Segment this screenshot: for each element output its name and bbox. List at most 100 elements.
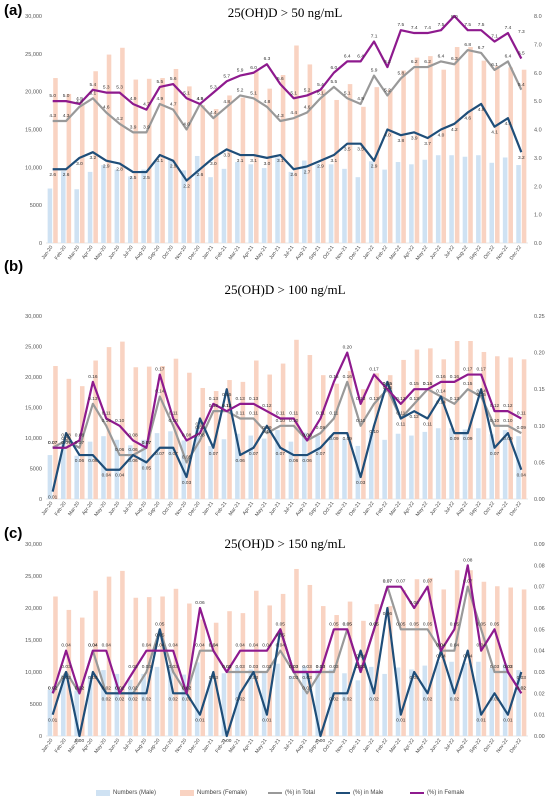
bar-female xyxy=(521,359,527,499)
bar-female xyxy=(53,78,58,244)
data-label-total: 0.12 xyxy=(222,403,232,409)
data-label-total: 0.05 xyxy=(343,621,353,627)
data-label-total: 0.06 xyxy=(115,447,125,453)
data-label-female: 7.5 xyxy=(438,22,445,28)
data-label-male: 0.00 xyxy=(75,738,85,744)
data-label-female: 0.20 xyxy=(343,345,353,351)
x-tick-label: Dec-20 xyxy=(187,738,201,755)
x-tick-label: Jun-21 xyxy=(268,738,282,754)
data-label-female: 8.0 xyxy=(451,14,458,20)
x-tick-label: Sep-21 xyxy=(308,501,322,518)
data-label-female: 7.4 xyxy=(505,25,512,31)
data-label-female: 0.06 xyxy=(195,600,205,606)
data-label-total: 0.03 xyxy=(61,664,71,670)
bar-male xyxy=(154,433,160,499)
data-label-male: 0.14 xyxy=(436,400,446,406)
data-label-female: 5.2 xyxy=(304,87,311,93)
x-tick-label: Nov-20 xyxy=(174,245,188,262)
data-label-male: 3.1 xyxy=(156,158,163,164)
data-label-male: 3.5 xyxy=(357,147,364,153)
data-label-male: 0.10 xyxy=(369,429,379,435)
data-label-male: 0.11 xyxy=(396,421,405,427)
data-label-male: 0.04 xyxy=(115,473,125,479)
data-label-male: 0.05 xyxy=(155,632,165,638)
data-label-male: 0.11 xyxy=(423,421,432,427)
data-label-male: 0.07 xyxy=(169,451,179,457)
data-label-female: 0.11 xyxy=(169,410,178,416)
data-label-total: 0.04 xyxy=(88,643,98,649)
bar-female xyxy=(361,106,366,243)
data-label-female: 0.08 xyxy=(463,557,473,563)
data-label-total: 6.3 xyxy=(451,56,458,62)
data-label-female: 5.1 xyxy=(290,90,297,96)
data-label-female: 0.11 xyxy=(517,410,526,416)
x-tick-label: Dec-21 xyxy=(348,738,362,755)
data-label-total: 0.02 xyxy=(517,685,527,691)
legend-item: (%) in Male xyxy=(336,790,383,796)
data-label-female: 0.02 xyxy=(75,685,85,691)
data-label-male: 0.03 xyxy=(88,675,98,681)
legend-swatch xyxy=(268,792,282,794)
data-label-male: 0.01 xyxy=(48,718,58,724)
x-tick-label: Jan-21 xyxy=(201,501,215,517)
legend-item: Numbers (Female) xyxy=(180,790,247,796)
bar-male xyxy=(248,669,254,736)
data-label-male: 0.01 xyxy=(476,718,486,724)
bar-female xyxy=(521,69,527,244)
bar-male xyxy=(342,439,347,499)
x-tick-label: Sep-21 xyxy=(308,738,322,755)
legend-item: (%) in Total xyxy=(268,790,315,796)
bar-female xyxy=(240,613,246,736)
data-label-male: 2.9 xyxy=(170,164,177,170)
data-label-female: 6.5 xyxy=(518,51,525,57)
right-tick-label: 0.25 xyxy=(534,314,545,320)
bar-female xyxy=(93,71,98,243)
left-tick-label: 5000 xyxy=(30,702,42,708)
bar-female xyxy=(133,79,139,243)
data-label-total: 0.05 xyxy=(423,621,433,627)
bar-male xyxy=(87,675,93,736)
data-label-female: 0.07 xyxy=(142,440,152,446)
right-tick-label: 0.00 xyxy=(534,497,545,503)
data-label-male: 0.03 xyxy=(410,675,420,681)
line-male xyxy=(52,102,523,182)
data-label-male: 0.16 xyxy=(383,385,393,391)
data-label-total: 0.13 xyxy=(88,396,98,402)
x-tick-label: Mar-22 xyxy=(388,245,402,262)
bar-female xyxy=(267,374,272,499)
bar-female xyxy=(508,67,513,243)
bar-female xyxy=(441,359,447,499)
x-tick-label: Aug-21 xyxy=(295,738,309,755)
x-tick-label: Mar-21 xyxy=(228,501,242,518)
data-label-total: 0.05 xyxy=(410,621,420,627)
bar-male xyxy=(516,165,521,243)
data-label-female: 7.4 xyxy=(424,25,431,31)
data-label-male: 4.1 xyxy=(491,130,498,136)
data-label-male: 2.6 xyxy=(49,172,56,178)
x-tick-label: Mar-22 xyxy=(388,501,402,518)
data-label-total: 0.07 xyxy=(75,440,85,446)
data-label-total: 0.03 xyxy=(249,664,259,670)
x-tick-label: Jun-22 xyxy=(429,738,443,754)
bar-male xyxy=(315,669,320,736)
x-tick-label: Sep-22 xyxy=(469,245,483,262)
bar-female xyxy=(401,359,406,499)
data-label-female: 6.4 xyxy=(344,53,351,59)
data-label-total: 4.6 xyxy=(304,104,311,110)
data-label-total: 0.09 xyxy=(517,425,527,431)
data-label-male: 2.9 xyxy=(371,164,378,170)
x-tick-label: Sep-20 xyxy=(147,738,161,755)
data-label-male: 0.04 xyxy=(356,654,366,660)
data-label-male: 0.02 xyxy=(128,696,138,702)
x-tick-label: Nov-21 xyxy=(335,245,349,262)
data-label-female: 0.10 xyxy=(115,418,125,424)
x-tick-label: Nov-20 xyxy=(174,738,188,755)
x-tick-label: Jun-20 xyxy=(108,245,122,261)
data-label-female: 6.4 xyxy=(357,53,364,59)
bar-male xyxy=(302,666,307,736)
data-label-total: 0.02 xyxy=(102,685,112,691)
x-tick-label: Sep-21 xyxy=(308,245,322,262)
data-label-male: 0.09 xyxy=(450,436,460,442)
data-label-female: 0.03 xyxy=(302,664,312,670)
data-label-total: 0.10 xyxy=(276,418,286,424)
